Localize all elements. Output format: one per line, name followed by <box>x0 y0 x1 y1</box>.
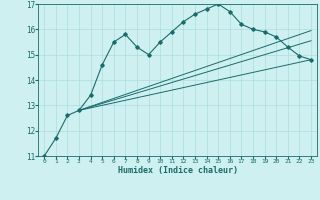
X-axis label: Humidex (Indice chaleur): Humidex (Indice chaleur) <box>118 166 238 175</box>
